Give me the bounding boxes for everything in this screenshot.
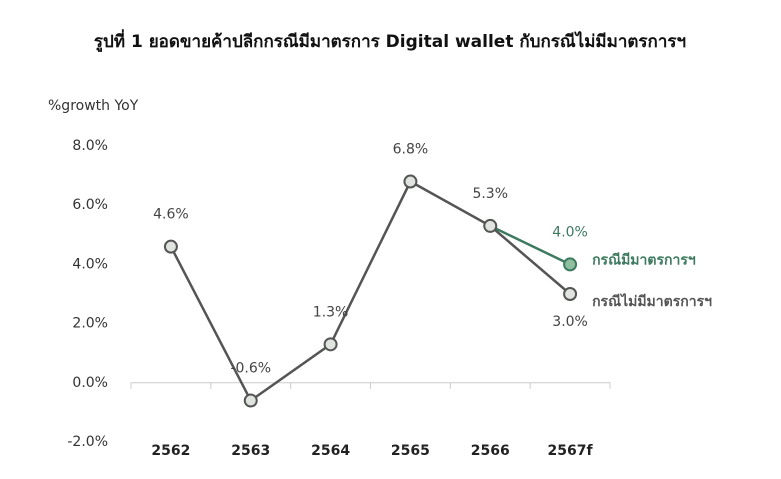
legend-label: กรณีไม่มีมาตรการฯ	[592, 292, 712, 310]
data-label: 6.8%	[393, 142, 429, 158]
point	[563, 287, 578, 301]
y-tick-label: 4.0%	[72, 256, 108, 272]
y-tick-label: 0.0%	[72, 375, 108, 391]
point	[403, 174, 418, 189]
x-tick-label: 2562	[151, 443, 190, 459]
data-label: 1.3%	[313, 304, 349, 320]
y-tick-label: 2.0%	[72, 316, 108, 332]
chart-title: รูปที่ 1 ยอดขายค้าปลีกกรณีมีมาตรการ Digi…	[94, 29, 686, 53]
data-label: 4.0%	[552, 224, 588, 240]
x-tick-label: 2566	[471, 443, 510, 459]
data-label: 3.0%	[552, 314, 588, 330]
data-label: 5.3%	[472, 186, 508, 202]
legend-label: กรณีมีมาตรการฯ	[592, 252, 696, 268]
point	[163, 239, 178, 254]
y-axis-label: %growth YoY	[48, 98, 139, 114]
x-tick-label: 2564	[311, 443, 350, 459]
y-tick-label: -2.0%	[67, 434, 108, 450]
series-line	[489, 224, 571, 266]
point	[483, 218, 498, 233]
x-tick-label: 2565	[391, 443, 430, 459]
point	[323, 337, 338, 352]
y-tick-label: 8.0%	[72, 138, 108, 154]
data-label: -0.6%	[230, 361, 271, 377]
series-line	[169, 179, 571, 403]
point	[563, 257, 578, 272]
x-tick-label: 2567f	[548, 443, 594, 459]
point	[243, 393, 258, 408]
data-label: 4.6%	[153, 207, 189, 223]
x-tick-label: 2563	[231, 443, 270, 459]
y-tick-label: 6.0%	[72, 197, 108, 213]
